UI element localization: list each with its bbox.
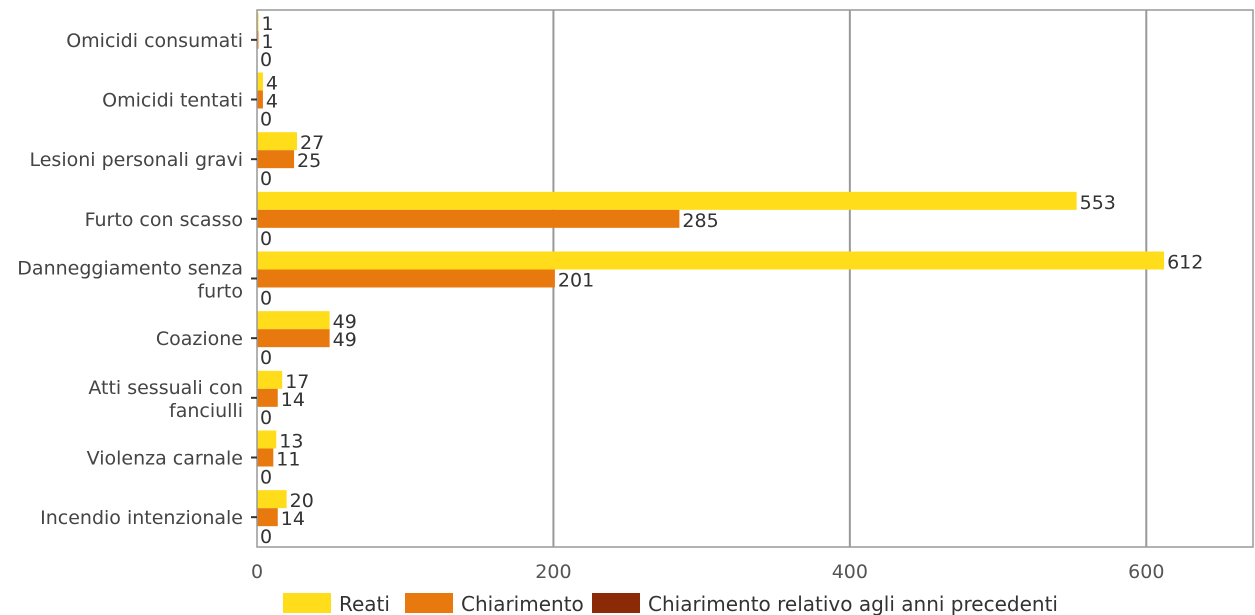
legend: Reati Chiarimento Chiarimento relativo agl…	[283, 592, 1058, 615]
value-label: 553	[1080, 192, 1116, 214]
value-label: 14	[281, 389, 305, 411]
x-tick-label: 200	[535, 561, 571, 583]
value-label: 4	[266, 73, 278, 95]
value-label: 612	[1167, 252, 1203, 274]
legend-label: Chiarimento relativo agli anni precedent…	[648, 592, 1058, 615]
bar-2	[257, 269, 555, 288]
category-label: Atti sessuali con fanciulli	[88, 377, 243, 422]
value-label: 20	[290, 490, 314, 512]
bar-1	[257, 132, 298, 151]
value-label: 49	[333, 311, 357, 333]
category-labels: Omicidi consumati Omicidi tentati Lesioni …	[17, 30, 257, 529]
bars	[257, 12, 1165, 527]
value-label: 27	[300, 132, 324, 154]
bar-1	[257, 430, 277, 449]
value-label: 0	[260, 467, 272, 489]
bar-1	[257, 191, 1077, 210]
value-label: 285	[682, 210, 718, 232]
value-label: 4	[266, 91, 278, 113]
bar-1	[257, 311, 330, 330]
value-label: 49	[333, 329, 357, 351]
bar-1	[257, 251, 1165, 270]
value-label: 25	[297, 150, 321, 172]
legend-swatch	[405, 593, 453, 613]
value-label: 201	[558, 270, 594, 292]
category-label: Lesioni personali gravi	[29, 149, 243, 171]
category-label: Coazione	[156, 328, 243, 350]
x-tick-label: 600	[1128, 561, 1164, 583]
bar-2	[257, 388, 278, 407]
value-label: 17	[285, 371, 309, 393]
category-label: Danneggiamento senza furto	[17, 258, 243, 303]
category-label: Omicidi consumati	[66, 30, 243, 52]
bar-1	[257, 490, 287, 509]
legend-swatch	[592, 593, 640, 613]
value-label: 0	[260, 168, 272, 190]
value-labels: 1104402725055328506122010494901714013110…	[260, 13, 1203, 548]
value-label: 0	[260, 347, 272, 369]
legend-swatch	[283, 593, 331, 613]
bar-2	[257, 508, 278, 527]
value-label: 0	[260, 288, 272, 310]
value-label: 1	[261, 13, 273, 35]
value-label: 0	[260, 49, 272, 71]
value-label: 0	[260, 526, 272, 548]
bar-2	[257, 329, 330, 348]
value-label: 14	[281, 508, 305, 530]
category-label: Incendio intenzionale	[40, 507, 243, 529]
value-label: 1	[261, 31, 273, 53]
bar-2	[257, 448, 274, 467]
value-label: 11	[276, 449, 300, 471]
grid-lines	[552, 10, 1148, 547]
bar-1	[257, 370, 283, 389]
value-label: 0	[260, 407, 272, 429]
bar-1	[257, 72, 263, 91]
bar-2	[257, 150, 295, 169]
x-tick-label: 0	[251, 561, 263, 583]
x-tick-label: 400	[832, 561, 868, 583]
bar-2	[257, 90, 263, 109]
legend-label: Reati	[339, 592, 390, 615]
value-label: 13	[279, 431, 303, 453]
legend-label: Chiarimento	[461, 592, 584, 615]
x-axis-ticks: 0 200 400 600	[251, 561, 1164, 583]
category-label: Violenza carnale	[87, 448, 243, 470]
category-label: Furto con scasso	[85, 209, 243, 231]
category-label: Omicidi tentati	[102, 90, 243, 112]
value-label: 0	[260, 109, 272, 131]
bar-2	[257, 209, 680, 228]
value-label: 0	[260, 228, 272, 250]
